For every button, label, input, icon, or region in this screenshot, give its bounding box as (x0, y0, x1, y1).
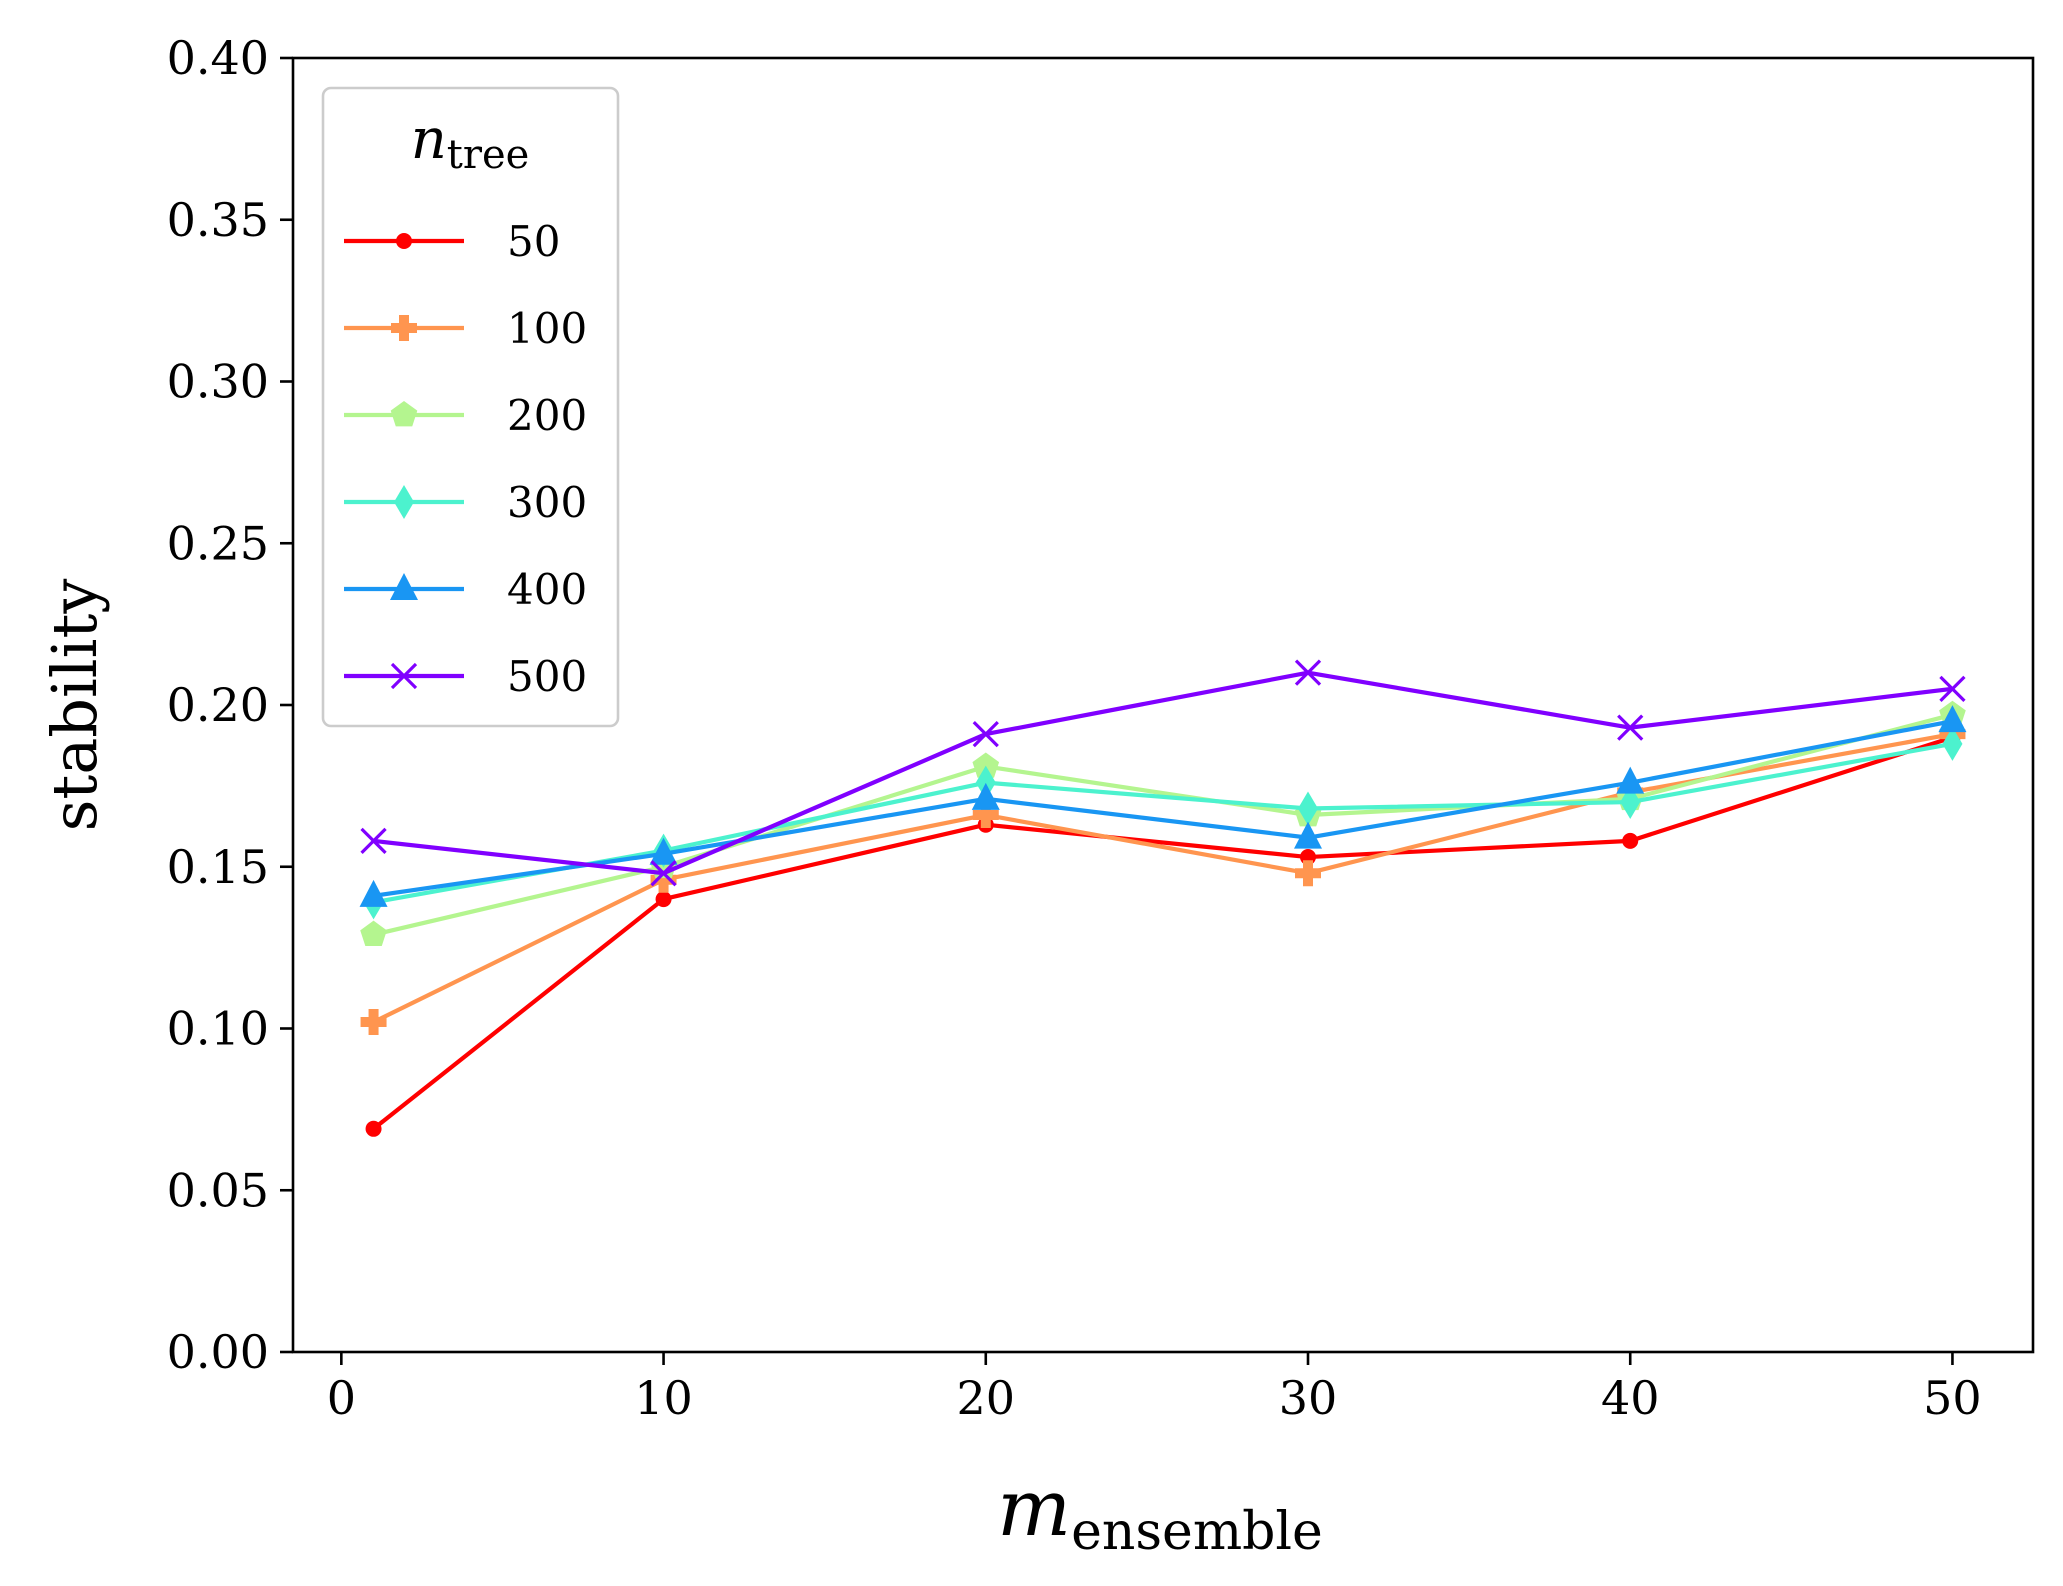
data-point (971, 782, 1000, 810)
legend-marker (390, 573, 418, 600)
legend-entry-200: 200 (344, 391, 587, 440)
y-tick-label: 0.40 (167, 31, 269, 85)
legend-label: 50 (507, 217, 560, 266)
legend-label: 100 (507, 304, 587, 353)
series-500 (360, 659, 1966, 887)
y-tick-label: 0.25 (167, 516, 269, 570)
series-line-50 (370, 734, 1956, 1132)
data-point (972, 801, 999, 828)
plot-lines (359, 659, 1967, 1137)
x-tick-label: 20 (957, 1371, 1016, 1425)
legend-box (321, 86, 620, 728)
data-point (1622, 832, 1639, 849)
x-tick-label: 50 (1923, 1371, 1982, 1425)
data-point (1617, 714, 1644, 741)
data-point (360, 827, 387, 855)
x-axis-title-main: m (997, 1464, 1071, 1554)
x-tick-label: 0 (327, 1371, 356, 1425)
y-axis-title: stability (38, 579, 111, 832)
legend-entry-500: 500 (344, 652, 587, 701)
legend-entry-50: 50 (344, 217, 560, 266)
legend-marker (390, 662, 418, 690)
legend-title-sub: tree (447, 132, 530, 178)
legend-entry-300: 300 (344, 478, 587, 527)
data-point (365, 1120, 382, 1137)
legend-entries: 50 100 200 300 400 500 (344, 217, 587, 701)
x-axis: 0 10 20 30 40 50 (327, 1352, 1982, 1425)
x-tick-label: 40 (1601, 1371, 1660, 1425)
y-tick-label: 0.05 (167, 1163, 269, 1217)
legend-label: 300 (507, 478, 587, 527)
legend-marker (391, 315, 417, 341)
data-point (1298, 791, 1318, 826)
y-tick-label: 0.10 (167, 1002, 269, 1056)
data-point (972, 752, 1000, 778)
data-point (1294, 659, 1322, 686)
data-point (1939, 675, 1966, 702)
legend-label: 200 (507, 391, 587, 440)
y-tick-label: 0.35 (167, 193, 269, 247)
x-tick-label: 30 (1279, 1371, 1338, 1425)
data-point (1295, 860, 1321, 887)
data-point (360, 920, 387, 947)
data-point (1938, 705, 1967, 733)
data-point (1294, 821, 1322, 849)
series-line-400 (371, 718, 1955, 899)
data-point (360, 1009, 387, 1036)
legend-entry-100: 100 (344, 304, 587, 353)
series-line-200 (371, 712, 1956, 938)
data-point (1942, 726, 1963, 761)
y-tick-label: 0.20 (167, 678, 269, 732)
legend-entry-400: 400 (344, 565, 587, 614)
x-axis-title: mensemble (997, 1464, 1323, 1562)
series-400 (359, 705, 1967, 907)
y-tick-label: 0.30 (167, 355, 269, 409)
data-point (655, 891, 672, 908)
legend-title: ntree (411, 107, 530, 178)
y-tick-label: 0.00 (167, 1325, 269, 1379)
data-point (649, 837, 678, 865)
legend-label: 400 (507, 565, 587, 614)
data-point (650, 860, 677, 887)
y-axis: 0.00 0.05 0.10 0.15 0.20 0.25 0.30 0.35 0.40 (167, 31, 293, 1379)
x-axis-title-sub: ensemble (1071, 1502, 1323, 1562)
legend-marker (390, 401, 418, 427)
data-point (650, 866, 677, 893)
data-point (359, 879, 388, 907)
legend: ntree 50 100 200 300 400 500 (321, 86, 620, 728)
legend-marker (394, 485, 414, 519)
y-tick-label: 0.15 (167, 840, 269, 894)
legend-title-main: n (411, 107, 447, 172)
data-point (1616, 766, 1645, 794)
series-line-500 (371, 670, 1955, 876)
legend-marker (396, 233, 412, 249)
data-point (975, 765, 996, 800)
data-point (972, 720, 999, 748)
x-tick-label: 10 (634, 1371, 693, 1425)
legend-label: 500 (507, 652, 587, 701)
